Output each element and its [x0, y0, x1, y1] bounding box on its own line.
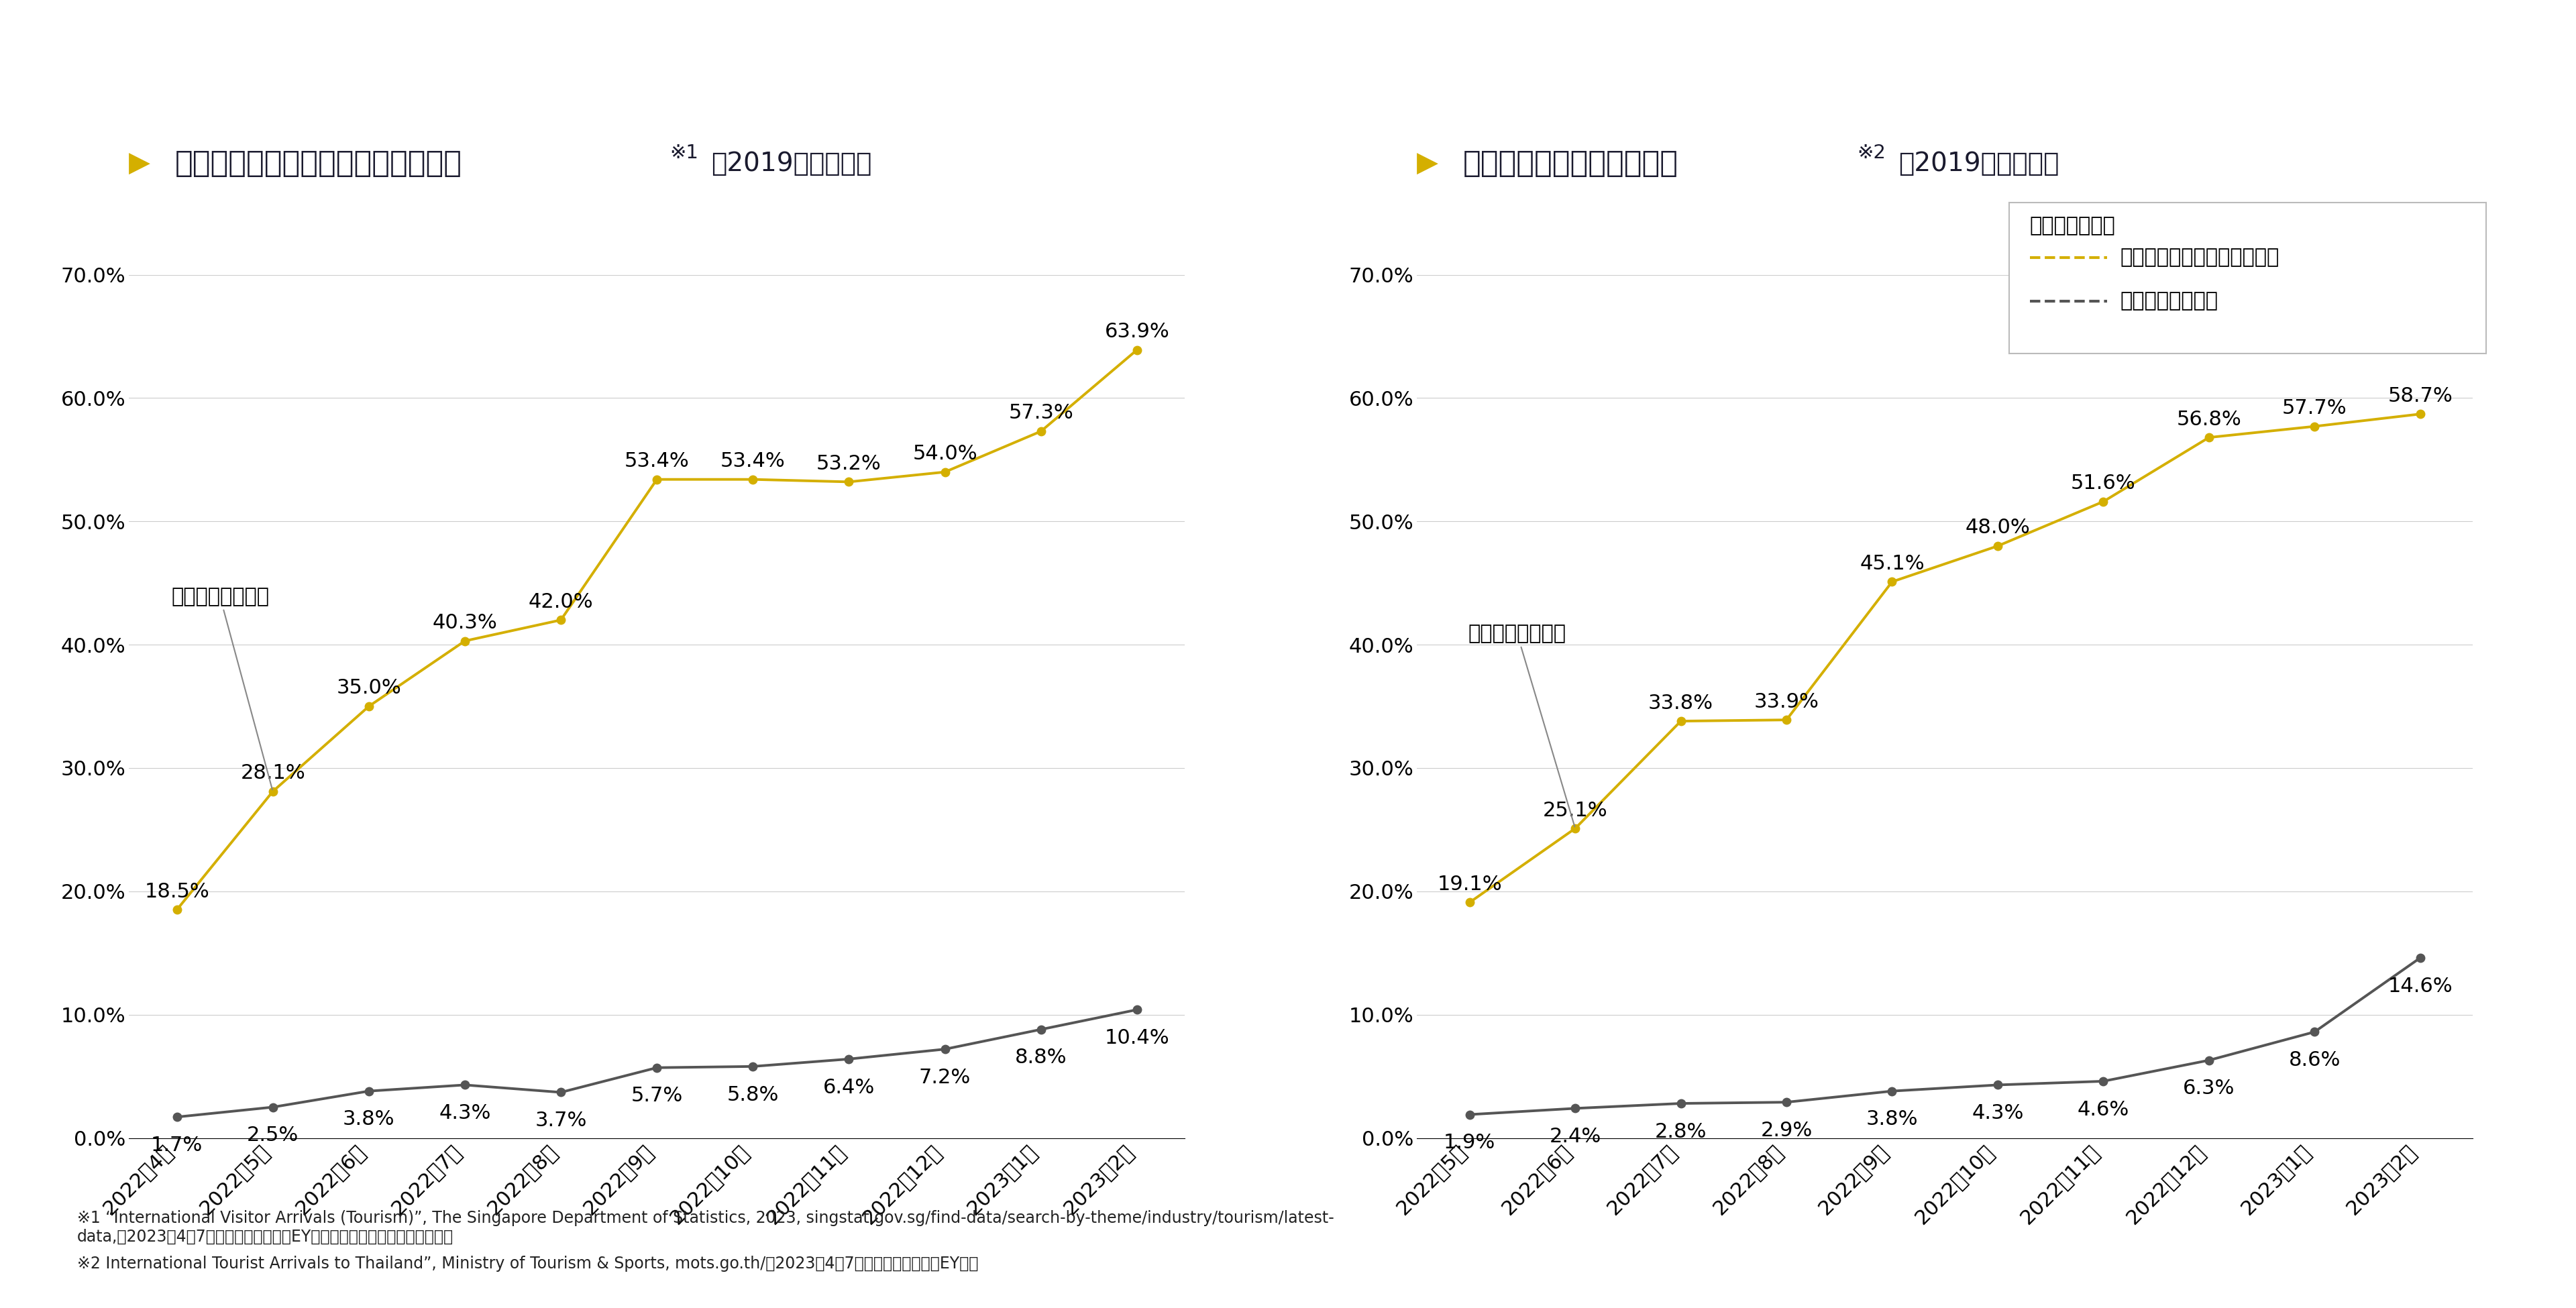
Text: 51.6%: 51.6% [2071, 473, 2136, 493]
Text: 8.6%: 8.6% [2287, 1050, 2342, 1070]
Text: 48.0%: 48.0% [1965, 518, 2030, 538]
Text: ▶: ▶ [129, 149, 160, 178]
Text: 28.1%: 28.1% [240, 764, 307, 783]
Text: 54.0%: 54.0% [912, 445, 976, 463]
Text: 63.9%: 63.9% [1105, 322, 1170, 341]
Text: 3.8%: 3.8% [1865, 1109, 1919, 1129]
Text: 53.4%: 53.4% [623, 451, 690, 471]
Text: ：中国人観光客数: ：中国人観光客数 [2120, 292, 2218, 310]
Text: 3.7%: 3.7% [536, 1110, 587, 1130]
Text: 25.1%: 25.1% [1543, 800, 1607, 820]
Text: （入国制限緩和）: （入国制限緩和） [1468, 624, 1574, 827]
Text: 5.7%: 5.7% [631, 1087, 683, 1105]
Text: 6.3%: 6.3% [2182, 1079, 2236, 1099]
Text: 57.7%: 57.7% [2282, 399, 2347, 419]
Text: 2.9%: 2.9% [1759, 1121, 1814, 1141]
Text: ※2 International Tourist Arrivals to Thailand”, Ministry of Tourism & Sports, mo: ※2 International Tourist Arrivals to Tha… [77, 1256, 979, 1271]
Text: 18.5%: 18.5% [144, 882, 209, 901]
Text: 2.4%: 2.4% [1548, 1127, 1602, 1146]
Text: 3.8%: 3.8% [343, 1109, 394, 1129]
Text: （2019年比月次）: （2019年比月次） [1899, 150, 2058, 177]
Text: （入国制限緩和）: （入国制限緩和） [170, 587, 273, 790]
Text: 40.3%: 40.3% [433, 613, 497, 633]
Text: 1.9%: 1.9% [1443, 1133, 1497, 1152]
Text: 4.3%: 4.3% [1971, 1104, 2025, 1124]
Text: 58.7%: 58.7% [2388, 386, 2452, 405]
Text: 56.8%: 56.8% [2177, 409, 2241, 429]
Text: ※2: ※2 [1857, 144, 1886, 162]
Text: ▶: ▶ [1417, 149, 1448, 178]
Text: 2.5%: 2.5% [247, 1126, 299, 1146]
Text: 8.8%: 8.8% [1015, 1048, 1066, 1067]
Text: 1.7%: 1.7% [152, 1135, 204, 1155]
Text: 33.9%: 33.9% [1754, 692, 1819, 712]
Text: 6.4%: 6.4% [822, 1078, 876, 1097]
Text: 45.1%: 45.1% [1860, 553, 1924, 573]
Text: 42.0%: 42.0% [528, 593, 592, 612]
Text: 33.8%: 33.8% [1649, 693, 1713, 713]
Text: 19.1%: 19.1% [1437, 875, 1502, 895]
Text: 10.4%: 10.4% [1105, 1028, 1170, 1048]
Text: 57.3%: 57.3% [1007, 403, 1074, 422]
Text: 2.8%: 2.8% [1654, 1122, 1708, 1142]
Text: シンガポールへの訪問観光客数推移: シンガポールへの訪問観光客数推移 [175, 149, 461, 178]
Text: 4.3%: 4.3% [438, 1104, 492, 1124]
Text: 4.6%: 4.6% [2076, 1100, 2130, 1120]
Text: 53.4%: 53.4% [721, 451, 786, 471]
Text: 5.8%: 5.8% [726, 1086, 778, 1104]
Text: 53.2%: 53.2% [817, 454, 881, 473]
Text: ：訪問観光客数（各国合計）: ：訪問観光客数（各国合計） [2120, 249, 2280, 267]
Text: ※1 “International Visitor Arrivals (Tourism)”, The Singapore Department of Stati: ※1 “International Visitor Arrivals (Tour… [77, 1210, 1334, 1245]
Text: タイへの訪問観光客数推移: タイへの訪問観光客数推移 [1463, 149, 1680, 178]
Text: 【グラフ凡例】: 【グラフ凡例】 [2030, 216, 2115, 235]
Text: 7.2%: 7.2% [920, 1067, 971, 1087]
Text: 14.6%: 14.6% [2388, 977, 2452, 995]
Text: ※1: ※1 [670, 144, 698, 162]
Text: 35.0%: 35.0% [337, 679, 402, 698]
Text: （2019年比月次）: （2019年比月次） [711, 150, 871, 177]
